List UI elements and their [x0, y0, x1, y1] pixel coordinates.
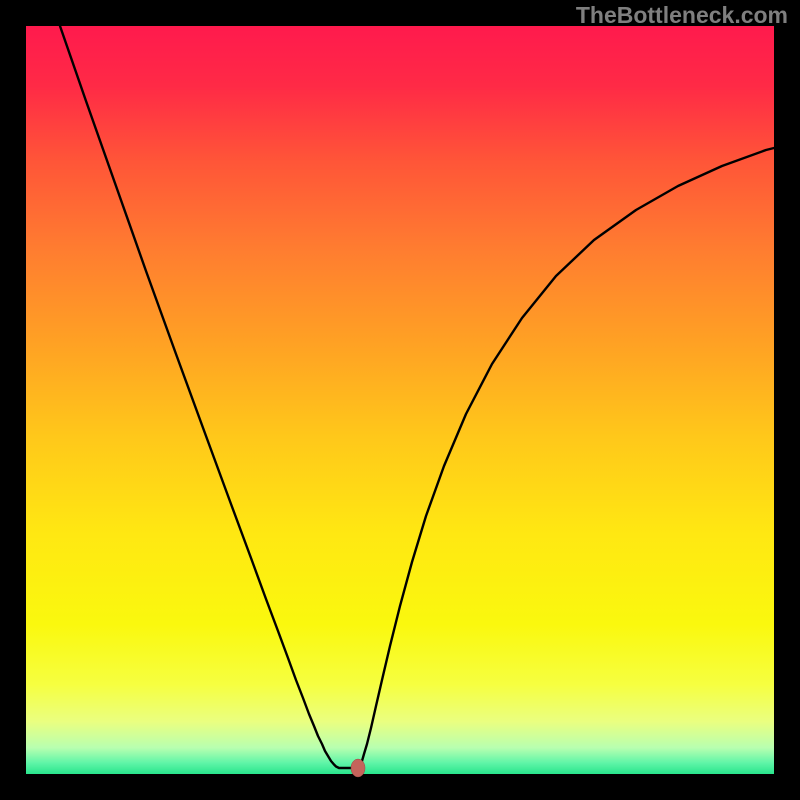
bottleneck-curve [60, 26, 774, 768]
plot-area [26, 26, 774, 774]
watermark-text: TheBottleneck.com [576, 2, 788, 29]
curve-layer [26, 26, 774, 774]
optimal-point-marker [351, 759, 365, 777]
outer-frame: TheBottleneck.com [0, 0, 800, 800]
